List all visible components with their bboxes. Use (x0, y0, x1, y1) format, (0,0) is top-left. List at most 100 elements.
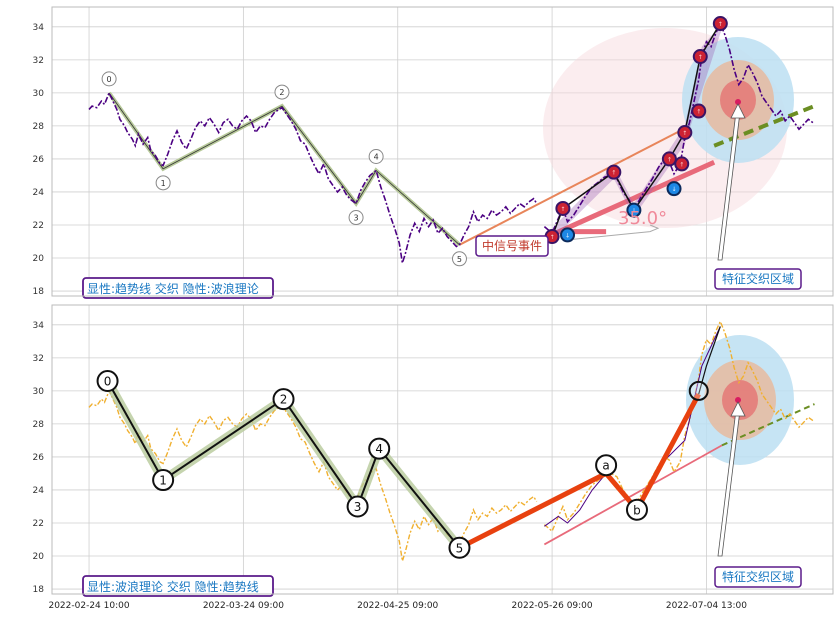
zone-label: 特征交织区域 (722, 271, 794, 286)
down-marker-glyph: ↓ (565, 232, 570, 239)
up-marker (606, 164, 622, 180)
wave-label: 2 (279, 88, 284, 97)
panel-caption: 显性:趋势线 交织 隐性:波浪理论 (87, 281, 259, 296)
wave-label: 0 (107, 75, 112, 84)
wave-label: 4 (375, 442, 383, 456)
impulse-zigzag (551, 23, 721, 237)
x-tick-label: 2022-03-24 09:00 (203, 601, 284, 611)
wave-label: 5 (457, 255, 462, 264)
y-tick-label: 20 (33, 254, 45, 264)
x-tick-label: 2022-04-25 09:00 (357, 601, 438, 611)
x-axis: 2022-02-24 10:00 2022-03-24 09:00 2022-04-… (48, 601, 747, 611)
trend-line-green-dashed (713, 104, 816, 148)
y-tick-label: 22 (33, 221, 44, 231)
zone-center-dot (735, 99, 741, 105)
y-tick-label: 18 (33, 585, 45, 595)
y-tick-label: 34 (33, 321, 45, 331)
y-tick-label: 24 (33, 486, 45, 496)
wave-label-circle (152, 469, 175, 492)
corrective-wave-line (458, 393, 701, 551)
x-tick-label: 2022-02-24 10:00 (48, 601, 129, 611)
wave-label-circle (368, 148, 384, 164)
wave-label-circle (155, 175, 171, 191)
up-marker (674, 156, 690, 172)
wave-label-circle (595, 454, 618, 477)
zone-label: 特征交织区域 (722, 569, 794, 584)
y-tick-label: 22 (33, 519, 44, 529)
up-marker-glyph: ↑ (679, 161, 684, 168)
down-marker (666, 181, 682, 197)
wave-label: 1 (161, 179, 166, 188)
price-line (88, 389, 538, 562)
wave-label-circle (625, 498, 648, 521)
up-marker (712, 16, 728, 32)
wave-line (106, 380, 461, 549)
wave-label-circle (272, 388, 295, 411)
wave-label: 4 (374, 152, 379, 161)
zone-center-dot (735, 397, 741, 403)
up-marker (692, 49, 708, 65)
caption-box (82, 277, 274, 299)
wave-label-circle (274, 84, 290, 100)
up-marker-glyph: ↑ (718, 21, 723, 28)
y-tick-label: 26 (33, 453, 45, 463)
sub-wave-line (544, 473, 607, 527)
up-marker-glyph: ↑ (698, 54, 703, 61)
price-line (543, 319, 814, 533)
y-tick-label: 32 (33, 56, 44, 66)
wave-label: a (602, 459, 609, 473)
y-tick-label: 32 (33, 354, 44, 364)
up-marker (555, 200, 571, 216)
up-marker-glyph: ↑ (611, 170, 616, 177)
trend-line-orange (459, 128, 684, 246)
y-tick-label: 30 (33, 387, 45, 397)
wave-label: 2 (280, 393, 288, 407)
x-tick-label: 2022-07-04 13:00 (666, 601, 747, 611)
plot-frame (51, 6, 834, 297)
down-marker (560, 227, 576, 243)
angle-arrow (567, 224, 660, 241)
wave-label: 3 (354, 500, 362, 514)
wave-label-circle (451, 251, 467, 267)
down-marker-glyph: ↓ (672, 186, 677, 193)
wave-label-circle (346, 495, 369, 518)
up-marker-glyph: ↑ (550, 234, 555, 241)
zone-label-box (714, 566, 802, 588)
y-tick-label: 28 (33, 122, 45, 132)
wave-label: 0 (104, 374, 112, 388)
panel-caption: 显性:波浪理论 交织 隐性:趋势线 (87, 579, 259, 594)
trend-line-green-dashed (721, 403, 815, 447)
wave-tail (698, 326, 721, 395)
zone-label-box (714, 268, 802, 290)
up-marker-glyph: ↑ (696, 109, 701, 116)
caption-box (82, 575, 274, 597)
wave-label: b (633, 503, 641, 517)
y-tick-label: 34 (33, 23, 45, 33)
price-line (88, 90, 538, 264)
top-panel: 182022242628303234012345↑↑↑↑↑↑↑↑↑↓↓↓35.0… (33, 6, 834, 299)
up-marker (691, 103, 707, 119)
y-tick-label: 28 (33, 420, 45, 430)
y-tick-label: 24 (33, 188, 45, 198)
y-tick-label: 18 (33, 287, 45, 297)
wave-label-circle (101, 71, 117, 87)
zone-arrow-head (730, 401, 746, 417)
down-marker-glyph: ↓ (631, 208, 636, 215)
angle-label: 35.0° (618, 208, 667, 229)
wave-label: 5 (456, 541, 464, 555)
x-tick-label: 2022-05-26 09:00 (512, 601, 593, 611)
wave-label-circle (348, 210, 364, 226)
up-marker-glyph: ↑ (667, 156, 672, 163)
up-marker-glyph: ↑ (682, 130, 687, 137)
trend-line-pink (543, 444, 723, 546)
y-tick-label: 26 (33, 155, 45, 165)
wave-label-circle (96, 369, 119, 392)
wave-label: 1 (159, 474, 167, 488)
wave-label: 3 (354, 214, 359, 223)
wave-line (108, 92, 460, 246)
signal-event-label: 中信号事件 (482, 238, 542, 253)
y-tick-label: 20 (33, 552, 45, 562)
up-marker (661, 151, 677, 167)
signal-event-box (475, 235, 549, 257)
